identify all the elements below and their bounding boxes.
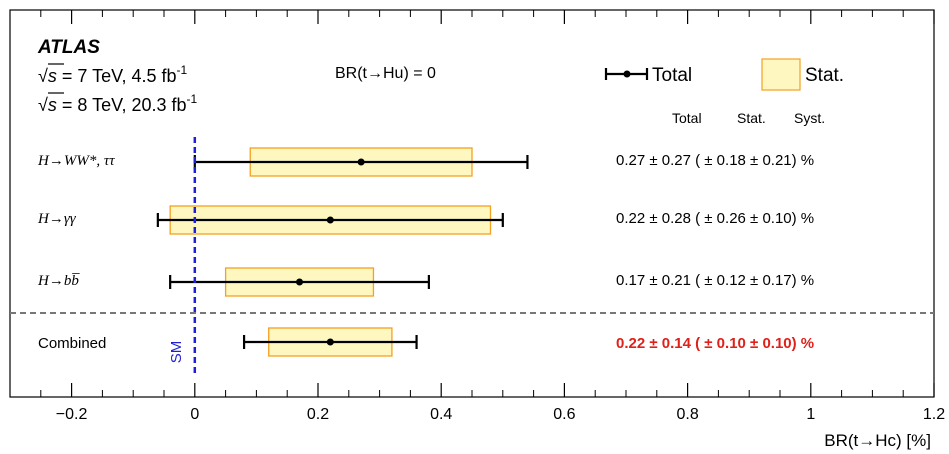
energy-2-text: = 8 TeV, 20.3 fb xyxy=(57,95,187,115)
data-marks xyxy=(156,137,529,375)
channel-labels: H→WW*, ττ H→γγ H→bb̅ Combined xyxy=(37,153,115,352)
channel-summaries: 0.27 ± 0.27 ( ± 0.18 ± 0.21) % 0.22 ± 0.2… xyxy=(616,152,814,352)
energy-line-1: √s = 7 TeV, 4.5 fb-1 xyxy=(38,63,187,86)
sm-label: SM xyxy=(168,341,185,364)
column-header-stat: Stat. xyxy=(737,110,766,126)
axis-ticks: −0.2 0 0.2 0.4 0.6 0.8 1 1.2 xyxy=(40,10,945,423)
central-value-marker xyxy=(326,338,334,346)
column-header-total: Total xyxy=(672,110,702,126)
legend-stat-box xyxy=(761,58,801,91)
channel-label: Combined xyxy=(38,335,106,352)
svg-text:√s = 8 TeV, 20.3 fb-1: √s = 8 TeV, 20.3 fb-1 xyxy=(38,92,198,115)
legend-total-marker xyxy=(623,70,631,78)
x-tick-label: 1.2 xyxy=(923,406,945,423)
central-value-marker xyxy=(296,278,304,286)
x-tick-label: −0.2 xyxy=(56,406,88,423)
x-tick-label: 0.6 xyxy=(553,406,575,423)
energy-1-text: = 7 TeV, 4.5 fb xyxy=(57,66,177,86)
energy-2-prefix: s xyxy=(48,95,57,115)
svg-text:√s = 7 TeV, 4.5 fb-1: √s = 7 TeV, 4.5 fb-1 xyxy=(38,63,187,86)
column-header-syst: Syst. xyxy=(794,110,825,126)
channel-summary: 0.22 ± 0.14 ( ± 0.10 ± 0.10) % xyxy=(616,335,814,352)
legend-stat-label: Stat. xyxy=(805,65,844,86)
central-value-marker xyxy=(357,158,365,166)
channel-summary: 0.17 ± 0.21 ( ± 0.12 ± 0.17) % xyxy=(616,272,814,289)
channel-label: H→γγ xyxy=(37,211,77,227)
channel-summary: 0.27 ± 0.27 ( ± 0.18 ± 0.21) % xyxy=(616,152,814,169)
channel-label: H→bb̅ xyxy=(37,273,80,289)
energy-line-2: √s = 8 TeV, 20.3 fb-1 xyxy=(38,92,198,115)
x-axis-label: BR(t→Hc) [%] xyxy=(824,431,931,450)
central-value-marker xyxy=(326,216,334,224)
x-tick-label: 0.8 xyxy=(676,406,698,423)
experiment-label: ATLAS xyxy=(37,37,100,58)
x-tick-label: 0 xyxy=(190,406,199,423)
x-tick-label: 0.2 xyxy=(307,406,329,423)
energy-1-sup: -1 xyxy=(177,63,188,77)
legend-total-label: Total xyxy=(652,65,692,86)
energy-1-prefix: s xyxy=(48,66,57,86)
channel-summary: 0.22 ± 0.28 ( ± 0.26 ± 0.10) % xyxy=(616,210,814,227)
x-tick-label: 0.4 xyxy=(430,406,452,423)
channel-label: H→WW*, ττ xyxy=(37,153,115,169)
energy-2-sup: -1 xyxy=(187,92,198,106)
x-tick-label: 1 xyxy=(806,406,815,423)
condition-label: BR(t→Hu) = 0 xyxy=(335,65,436,82)
legend: Total Stat. xyxy=(604,58,844,91)
